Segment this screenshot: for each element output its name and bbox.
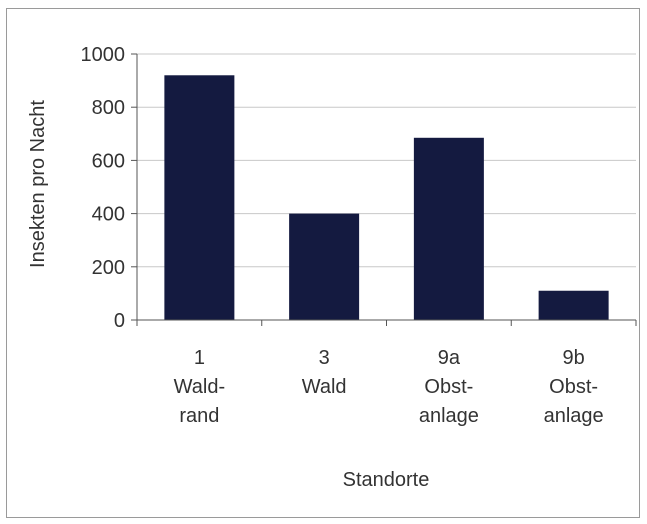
y-tick-labels: 0 200 400 600 800 1000 <box>81 44 126 332</box>
bar <box>164 75 235 320</box>
bar <box>413 137 484 320</box>
x-tick-label: 9a Obst-anlage <box>419 347 479 427</box>
y-tick-label: 200 <box>92 257 125 279</box>
y-tick-label: 1000 <box>81 44 126 66</box>
bar <box>538 290 609 320</box>
x-tick-label: 1 Wald-rand <box>174 347 225 427</box>
x-axis-title: Standorte <box>343 469 430 491</box>
y-tick-label: 600 <box>92 150 125 172</box>
y-tick-label: 800 <box>92 97 125 119</box>
y-tick-label: 0 <box>114 310 125 332</box>
bar <box>289 213 360 320</box>
x-tick-label: 9b Obst-anlage <box>544 347 604 427</box>
x-tick-label: 3 Wald <box>302 347 347 398</box>
y-tick-label: 400 <box>92 204 125 226</box>
y-axis-title: Insekten pro Nacht <box>27 100 49 268</box>
bars <box>164 75 609 320</box>
x-tick-labels: 1 Wald-rand 3 Wald 9a Obst-anlage 9b Obst-anlag… <box>174 347 604 427</box>
axes <box>131 53 637 326</box>
